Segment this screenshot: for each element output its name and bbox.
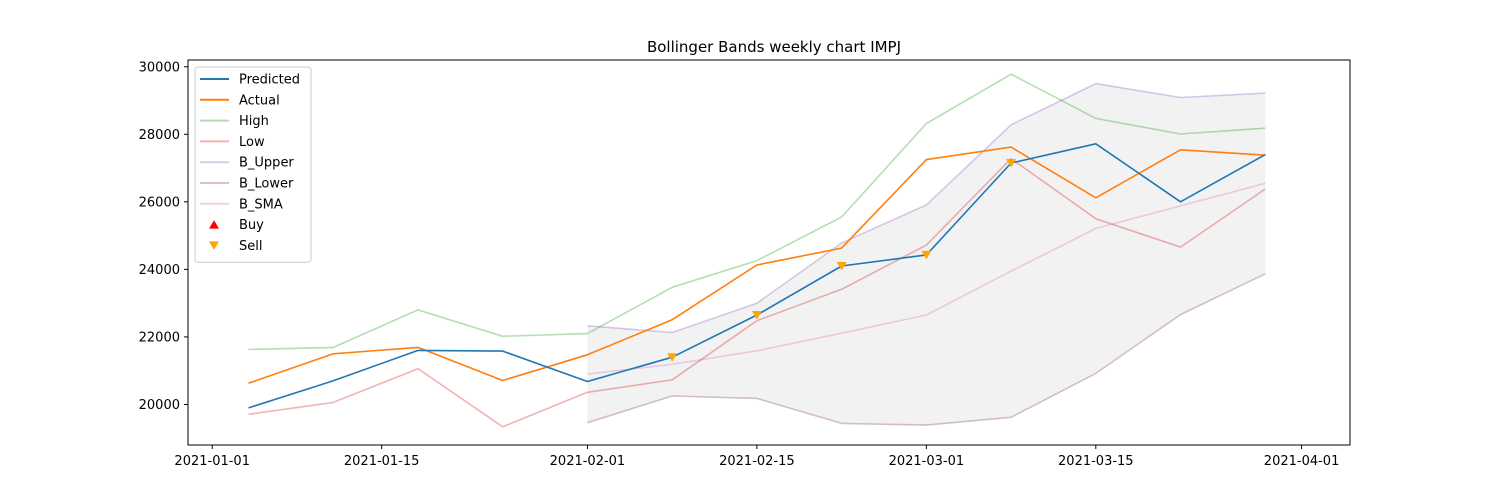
legend-item-low: Low <box>200 135 265 150</box>
sell-marker <box>667 353 678 362</box>
x-axis: 2021-01-01 2021-01-15 2021-02-01 2021-02-15… <box>174 445 1339 469</box>
sell-marker <box>1006 159 1017 168</box>
legend-item-buy: Buy <box>209 218 264 233</box>
y-tick-label: 28000 <box>139 128 180 143</box>
legend-item-b-upper: B_Upper <box>200 156 294 171</box>
y-tick-label: 20000 <box>139 398 180 413</box>
chart-title: Bollinger Bands weekly chart IMPJ <box>647 38 901 56</box>
sell-marker <box>751 310 762 320</box>
x-tick-label: 2021-04-01 <box>1264 454 1340 469</box>
series-line-actual <box>248 146 1266 384</box>
series-line-low <box>248 157 1266 428</box>
series-line-b-lower <box>587 273 1266 426</box>
legend-item-predicted: Predicted <box>200 73 300 88</box>
legend-label: Buy <box>239 218 264 233</box>
sell-marker <box>836 262 847 271</box>
legend-label: Actual <box>239 93 280 108</box>
legend-label: Predicted <box>239 73 300 88</box>
plot-frame <box>187 59 1351 446</box>
x-tick-label: 2021-01-15 <box>344 454 420 469</box>
x-tick-label: 2021-03-01 <box>889 454 965 469</box>
legend: Predicted Actual High Low B_Upper B_Lower B_SM… <box>194 66 312 263</box>
series-layer <box>248 73 1266 428</box>
legend-item-b-lower: B_Lower <box>200 177 294 192</box>
legend-item-sell: Sell <box>209 239 262 254</box>
legend-swatch <box>209 241 219 250</box>
y-tick-label: 22000 <box>139 330 180 345</box>
legend-box <box>194 66 312 263</box>
x-tick-label: 2021-01-01 <box>174 454 250 469</box>
x-tick-label: 2021-02-15 <box>719 454 795 469</box>
sell-marker <box>921 250 932 260</box>
legend-label: High <box>239 114 269 129</box>
y-tick-label: 24000 <box>139 263 180 278</box>
legend-item-high: High <box>200 114 269 129</box>
series-line-b-upper <box>587 82 1266 334</box>
legend-label: Sell <box>239 239 262 254</box>
x-tick-label: 2021-03-15 <box>1058 454 1134 469</box>
legend-item-b-sma: B_SMA <box>200 197 283 212</box>
series-line-b-sma <box>587 182 1266 375</box>
series-line-high <box>248 73 1266 351</box>
y-tick-label: 26000 <box>139 195 180 210</box>
legend-label: B_Upper <box>239 156 294 171</box>
y-tick-label: 30000 <box>139 60 180 75</box>
legend-item-actual: Actual <box>200 93 280 108</box>
legend-label: Low <box>239 135 265 150</box>
x-tick-label: 2021-02-01 <box>550 454 626 469</box>
legend-label: B_SMA <box>239 197 283 212</box>
y-axis: 20000 22000 24000 26000 28000 30000 <box>139 60 188 413</box>
marker-layer <box>667 159 1017 362</box>
legend-label: B_Lower <box>239 177 294 192</box>
legend-swatch <box>209 220 219 229</box>
